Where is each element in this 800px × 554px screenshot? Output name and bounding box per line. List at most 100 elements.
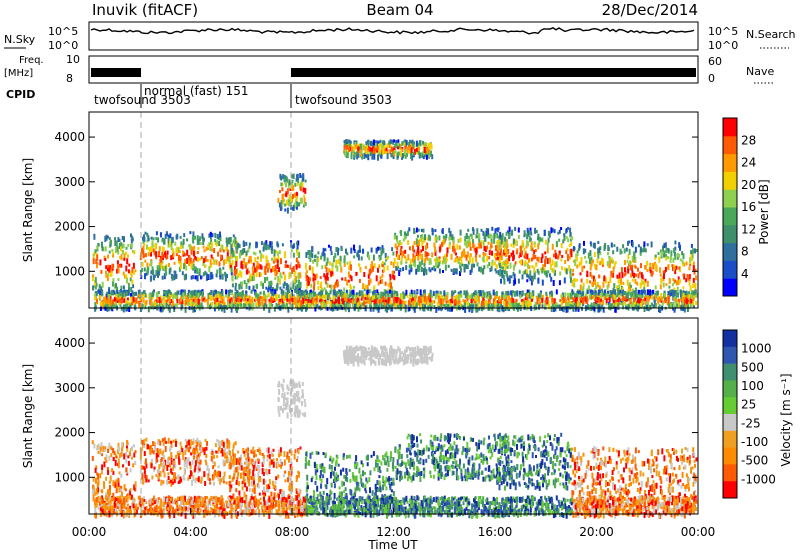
echo-cell — [602, 281, 605, 288]
echo-cell — [112, 448, 115, 454]
echo-cell — [386, 256, 389, 260]
echo-cell — [186, 440, 189, 447]
echo-cell — [170, 442, 173, 449]
echo-cell — [289, 188, 292, 191]
echo-cell — [579, 284, 582, 291]
echo-cell — [589, 250, 592, 257]
echo-cell — [259, 250, 262, 254]
echo-cell — [146, 244, 148, 250]
echo-cell — [408, 150, 410, 154]
echo-cell — [440, 304, 443, 307]
echo-cell — [192, 267, 195, 271]
echo-cell — [654, 264, 657, 271]
echo-cell — [589, 271, 592, 277]
echo-cell — [103, 461, 106, 468]
echo-cell — [586, 289, 589, 294]
echo-cell — [519, 247, 522, 253]
echo-cell — [438, 261, 441, 267]
echo-cell — [623, 248, 626, 254]
echo-cell — [379, 143, 382, 148]
echo-cell — [570, 248, 573, 255]
echo-cell — [553, 253, 555, 258]
echo-cell — [528, 236, 531, 242]
colorbar-frame — [722, 117, 738, 297]
echo-cell — [361, 153, 364, 160]
echo-cell — [190, 249, 193, 255]
echo-cell — [590, 256, 593, 262]
echo-cell — [167, 263, 170, 267]
echo-cell — [521, 274, 524, 280]
echo-cell — [223, 259, 225, 266]
echo-cell — [420, 249, 423, 253]
echo-cell — [416, 150, 418, 155]
echo-cell — [141, 267, 144, 272]
echo-cell — [215, 302, 218, 309]
echo-cell — [303, 197, 306, 204]
echo-cell — [366, 289, 369, 295]
echo-cell — [296, 192, 299, 196]
echo-cell — [227, 296, 230, 301]
echo-cell — [454, 290, 457, 294]
echo-cell — [216, 269, 219, 274]
echo-cell — [315, 297, 318, 302]
echo-cell — [359, 304, 362, 310]
echo-cell — [441, 229, 444, 234]
echo-cell — [280, 300, 283, 304]
echo-cell — [181, 243, 184, 249]
echo-cell — [464, 302, 466, 307]
echo-cell — [614, 289, 616, 296]
echo-cell — [545, 291, 548, 296]
echo-cell — [361, 143, 364, 150]
echo-cell — [103, 296, 106, 303]
echo-cell — [382, 140, 385, 145]
echo-cell — [241, 294, 243, 301]
echo-cell — [566, 247, 569, 251]
echo-cell — [357, 302, 360, 307]
echo-cell — [350, 290, 353, 294]
echo-cell — [205, 246, 208, 251]
echo-cell — [228, 239, 231, 245]
echo-cell — [499, 252, 502, 256]
echo-cell — [521, 259, 524, 266]
echo-cell — [661, 301, 664, 306]
echo-cell — [185, 294, 188, 300]
echo-cell — [384, 302, 387, 309]
echo-cell — [425, 154, 428, 160]
echo-cell — [195, 292, 198, 297]
echo-cell — [231, 260, 234, 266]
echo-cell — [314, 255, 316, 258]
echo-cell — [688, 300, 691, 305]
echo-cell — [247, 270, 250, 274]
echo-cell — [597, 289, 600, 296]
echo-cell — [255, 245, 258, 249]
echo-cell — [301, 175, 304, 179]
echo-cell — [603, 245, 606, 251]
echo-cell — [179, 256, 182, 262]
echo-cell — [501, 269, 504, 273]
date-title: 28/Dec/2014 — [602, 1, 698, 19]
echo-cell — [605, 293, 608, 297]
echo-cell — [260, 252, 263, 259]
echo-cell — [202, 239, 205, 246]
echo-cell — [582, 287, 585, 293]
echo-cell — [532, 290, 535, 297]
echo-cell — [572, 272, 575, 276]
echo-cell — [126, 258, 129, 265]
echo-cell — [143, 301, 146, 306]
echo-cell — [412, 253, 415, 258]
echo-cell — [215, 259, 218, 265]
echo-cell — [319, 276, 322, 280]
echo-cell — [534, 249, 537, 252]
echo-cell — [309, 294, 312, 300]
echo-cell — [540, 238, 543, 242]
nsearch-label: N.Search — [746, 28, 796, 41]
echo-cell — [368, 255, 371, 261]
echo-cell — [216, 297, 219, 302]
echo-cell — [233, 294, 236, 300]
echo-cell — [593, 293, 596, 298]
echo-cell — [509, 301, 512, 308]
echo-cell — [450, 253, 453, 260]
echo-cell — [334, 265, 337, 269]
echo-cell — [536, 298, 539, 305]
echo-cell — [551, 269, 554, 273]
